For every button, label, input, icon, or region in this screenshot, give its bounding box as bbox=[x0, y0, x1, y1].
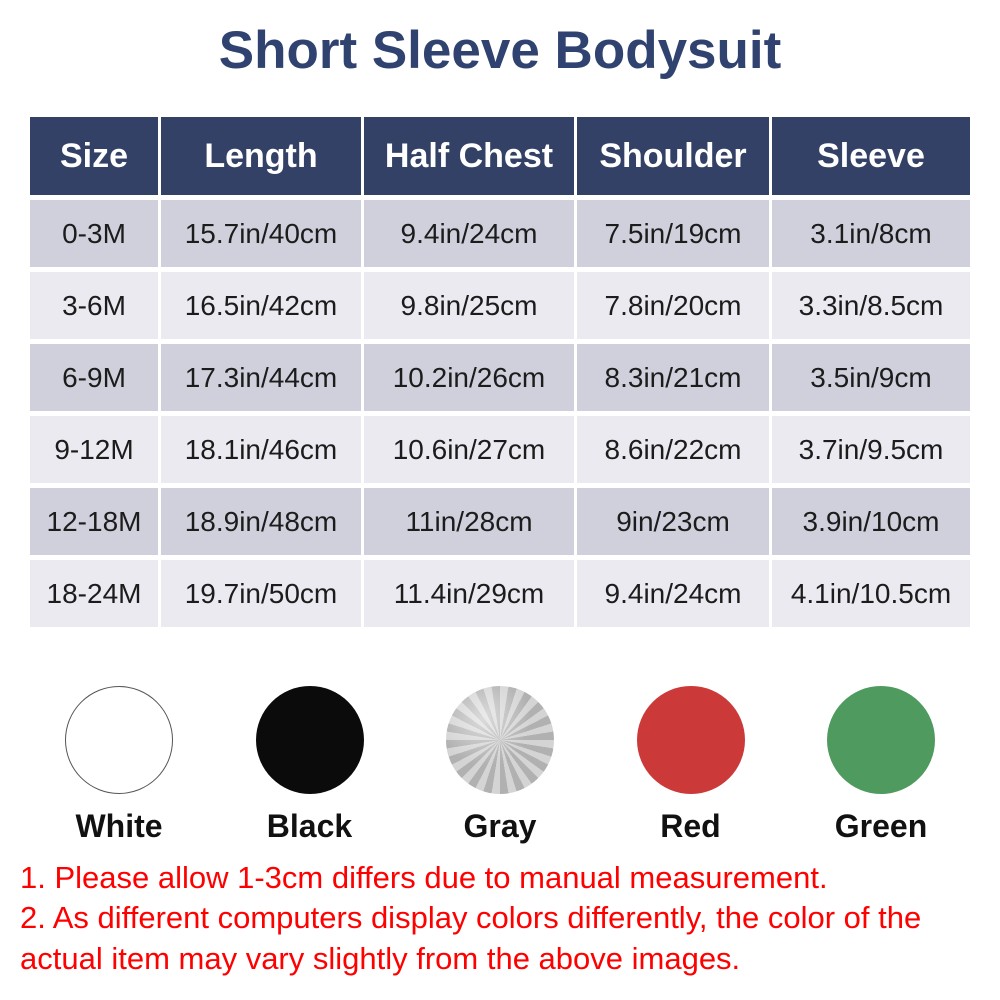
table-cell: 9-12M bbox=[30, 416, 158, 483]
table-cell: 3.7in/9.5cm bbox=[772, 416, 970, 483]
table-cell: 7.5in/19cm bbox=[577, 200, 769, 267]
table-cell: 9.8in/25cm bbox=[364, 272, 574, 339]
table-cell: 17.3in/44cm bbox=[161, 344, 361, 411]
gray-color-circle bbox=[446, 686, 554, 794]
disclaimer-notes: 1. Please allow 1-3cm differs due to man… bbox=[20, 858, 986, 979]
table-cell: 8.3in/21cm bbox=[577, 344, 769, 411]
swatch-label-black: Black bbox=[266, 808, 353, 844]
swatch-label-red: Red bbox=[660, 808, 721, 844]
table-cell: 3.3in/8.5cm bbox=[772, 272, 970, 339]
swatch-green: Green bbox=[792, 686, 970, 845]
swatch-label-green: Green bbox=[834, 808, 928, 844]
table-cell: 9.4in/24cm bbox=[577, 560, 769, 627]
table-cell: 3.9in/10cm bbox=[772, 488, 970, 555]
header-cell-half-chest: Half Chest bbox=[364, 117, 574, 195]
black-color-circle bbox=[255, 686, 364, 794]
table-cell: 15.7in/40cm bbox=[161, 200, 361, 267]
swatch-red: Red bbox=[602, 686, 780, 845]
table-cell: 18-24M bbox=[30, 560, 158, 627]
header-cell-sleeve: Sleeve bbox=[772, 117, 970, 195]
swatch-gray: Gray bbox=[411, 686, 589, 845]
table-cell: 8.6in/22cm bbox=[577, 416, 769, 483]
swatch-label-white: White bbox=[75, 808, 163, 844]
table-cell: 10.6in/27cm bbox=[364, 416, 574, 483]
table-cell: 3.1in/8cm bbox=[772, 200, 970, 267]
table-cell: 3.5in/9cm bbox=[772, 344, 970, 411]
table-cell: 4.1in/10.5cm bbox=[772, 560, 970, 627]
note-color-disclaimer: 2. As different computers display colors… bbox=[20, 900, 922, 976]
header-cell-length: Length bbox=[161, 117, 361, 195]
table-cell: 16.5in/42cm bbox=[161, 272, 361, 339]
table-cell: 12-18M bbox=[30, 488, 158, 555]
header-cell-shoulder: Shoulder bbox=[577, 117, 769, 195]
swatch-white: White bbox=[30, 686, 208, 845]
color-swatches: White Black Gray Red Green bbox=[30, 686, 970, 845]
table-cell: 18.1in/46cm bbox=[161, 416, 361, 483]
table-cell: 0-3M bbox=[30, 200, 158, 267]
table-cell: 9in/23cm bbox=[577, 488, 769, 555]
table-cell: 9.4in/24cm bbox=[364, 200, 574, 267]
page-title: Short Sleeve Bodysuit bbox=[218, 21, 782, 80]
header-cell-size: Size bbox=[30, 117, 158, 195]
table-cell: 11in/28cm bbox=[364, 488, 574, 555]
swatch-label-gray: Gray bbox=[463, 808, 537, 844]
table-cell: 18.9in/48cm bbox=[161, 488, 361, 555]
table-cell: 19.7in/50cm bbox=[161, 560, 361, 627]
size-table: Size Length Half Chest Shoulder Sleeve 0… bbox=[30, 117, 970, 627]
white-color-circle bbox=[65, 686, 173, 794]
table-cell: 6-9M bbox=[30, 344, 158, 411]
table-cell: 3-6M bbox=[30, 272, 158, 339]
table-cell: 7.8in/20cm bbox=[577, 272, 769, 339]
note-measurement: 1. Please allow 1-3cm differs due to man… bbox=[20, 860, 828, 895]
swatch-black: Black bbox=[221, 686, 399, 845]
red-color-circle bbox=[636, 686, 745, 794]
green-color-circle bbox=[827, 686, 935, 794]
table-cell: 10.2in/26cm bbox=[364, 344, 574, 411]
table-cell: 11.4in/29cm bbox=[364, 560, 574, 627]
